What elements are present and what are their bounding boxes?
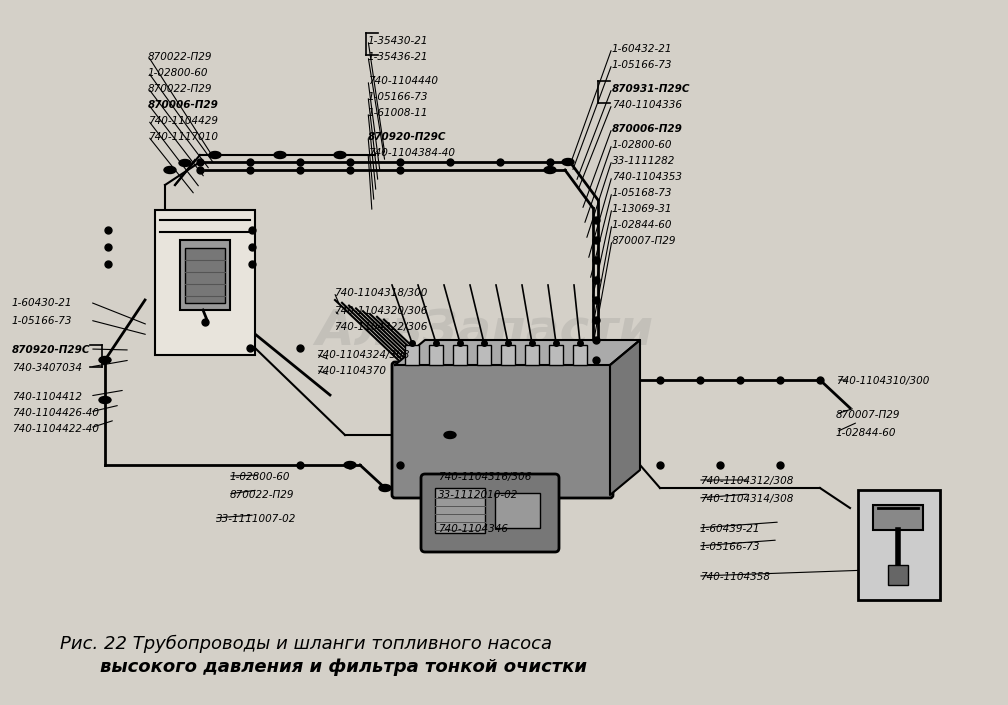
Text: 870007-П29: 870007-П29 [836, 410, 900, 420]
Text: 740-1104422-40: 740-1104422-40 [12, 424, 99, 434]
Text: 1-05168-73: 1-05168-73 [612, 188, 672, 198]
Text: 1-02800-60: 1-02800-60 [230, 472, 290, 482]
Ellipse shape [444, 431, 456, 439]
Text: 1-05166-73: 1-05166-73 [12, 316, 73, 326]
Text: 870007-П29: 870007-П29 [612, 236, 676, 246]
Bar [495, 493, 540, 528]
Text: 870006-П29: 870006-П29 [612, 124, 682, 134]
Bar [501, 345, 515, 365]
Text: 33-1111007-02: 33-1111007-02 [216, 514, 296, 524]
Bar [155, 210, 255, 355]
Text: 1-02800-60: 1-02800-60 [148, 68, 209, 78]
Text: 740-1104312/308: 740-1104312/308 [700, 476, 793, 486]
Text: 1-02844-60: 1-02844-60 [612, 220, 672, 230]
Text: 870006-П29: 870006-П29 [148, 100, 219, 110]
Text: 1-61008-11: 1-61008-11 [368, 108, 428, 118]
Ellipse shape [164, 166, 176, 173]
Text: 740-1104440: 740-1104440 [368, 76, 438, 86]
Text: 1-02844-60: 1-02844-60 [836, 428, 896, 438]
Text: 740-1104384-40: 740-1104384-40 [368, 148, 455, 158]
Text: 740-1104324/308: 740-1104324/308 [316, 350, 409, 360]
Text: высокого давления и фильтра тонкой очистки: высокого давления и фильтра тонкой очист… [100, 658, 587, 676]
Text: 1-60430-21: 1-60430-21 [12, 298, 73, 308]
Text: 33-1111282: 33-1111282 [612, 156, 675, 166]
Bar [435, 488, 485, 533]
Text: 1-35430-21: 1-35430-21 [368, 36, 428, 46]
Text: 740-1104358: 740-1104358 [700, 572, 770, 582]
Bar [429, 345, 443, 365]
Ellipse shape [562, 159, 574, 166]
Bar [873, 505, 923, 530]
Bar [180, 240, 230, 310]
Text: 740-1104346: 740-1104346 [438, 524, 508, 534]
Ellipse shape [544, 166, 556, 173]
Text: 740-3407034: 740-3407034 [12, 363, 82, 373]
Text: Рис. 22 Трубопроводы и шланги топливного насоса: Рис. 22 Трубопроводы и шланги топливного… [60, 635, 552, 654]
Text: 740-1104429: 740-1104429 [148, 116, 218, 126]
Text: 1-60432-21: 1-60432-21 [612, 44, 672, 54]
Text: 870022-П29: 870022-П29 [148, 52, 213, 62]
Text: 740-1104314/308: 740-1104314/308 [700, 494, 793, 504]
Ellipse shape [179, 159, 191, 166]
Text: 1-02800-60: 1-02800-60 [612, 140, 672, 150]
Text: 740-1104310/300: 740-1104310/300 [836, 376, 929, 386]
Bar [573, 345, 587, 365]
Text: 740-1104412: 740-1104412 [12, 392, 82, 402]
Text: 740-1104322/306: 740-1104322/306 [334, 322, 427, 332]
Text: 740-1104370: 740-1104370 [316, 366, 386, 376]
Bar [549, 345, 563, 365]
FancyBboxPatch shape [421, 474, 559, 552]
Text: 870022-П29: 870022-П29 [230, 490, 294, 500]
Text: АльЗапасти: АльЗапасти [314, 307, 653, 355]
Polygon shape [395, 340, 640, 365]
Bar [405, 345, 419, 365]
Ellipse shape [334, 152, 346, 159]
Text: 870022-П29: 870022-П29 [148, 84, 213, 94]
Text: 1-05166-73: 1-05166-73 [700, 542, 760, 552]
Ellipse shape [274, 152, 286, 159]
Text: 1-05166-73: 1-05166-73 [612, 60, 672, 70]
Text: 740-1104318/300: 740-1104318/300 [334, 288, 427, 298]
Bar [477, 345, 491, 365]
Text: 1-60439-21: 1-60439-21 [700, 524, 760, 534]
Ellipse shape [379, 484, 391, 491]
Ellipse shape [99, 357, 111, 364]
Text: 740-1104320/306: 740-1104320/306 [334, 306, 427, 316]
FancyBboxPatch shape [392, 362, 613, 498]
Text: 1-13069-31: 1-13069-31 [612, 204, 672, 214]
Bar [185, 248, 225, 303]
Ellipse shape [209, 152, 221, 159]
Text: 740-1104316/306: 740-1104316/306 [438, 472, 531, 482]
Polygon shape [610, 340, 640, 495]
Ellipse shape [99, 396, 111, 403]
Ellipse shape [344, 462, 356, 469]
Bar [525, 345, 539, 365]
Text: 740-1117010: 740-1117010 [148, 132, 218, 142]
Bar [858, 490, 940, 600]
Bar [888, 565, 908, 585]
Text: 870920-П29С: 870920-П29С [368, 132, 447, 142]
Bar [453, 345, 467, 365]
Text: 740-1104426-40: 740-1104426-40 [12, 408, 99, 418]
Text: 870931-П29С: 870931-П29С [612, 84, 690, 94]
Text: 33-1112010-02: 33-1112010-02 [438, 490, 518, 500]
Text: 740-1104336: 740-1104336 [612, 100, 682, 110]
Text: 1-35436-21: 1-35436-21 [368, 52, 428, 62]
Text: 870920-П29С: 870920-П29С [12, 345, 91, 355]
Text: 1-05166-73: 1-05166-73 [368, 92, 428, 102]
Text: 740-1104353: 740-1104353 [612, 172, 682, 182]
